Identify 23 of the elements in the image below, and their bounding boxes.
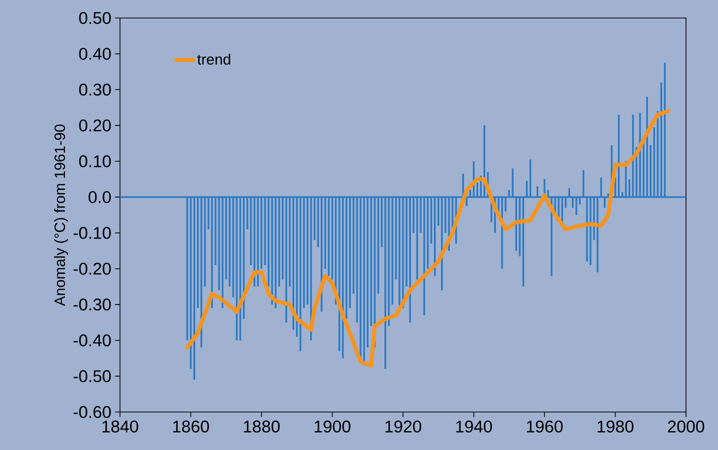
y-tick-label: 0.40 — [79, 48, 111, 60]
x-tick-label: 1860 — [173, 420, 209, 433]
x-tick-label: 2000 — [668, 420, 704, 433]
x-tick-label: 1840 — [102, 420, 138, 433]
y-tick-label: 0.50 — [79, 12, 111, 24]
y-tick-label: -0.50 — [74, 370, 111, 382]
x-tick-label: 1920 — [385, 420, 422, 433]
y-tick-label: -0.20 — [74, 262, 111, 275]
y-axis-title: Anomaly (°C) from 1961-90 — [54, 124, 68, 306]
legend-label: trend — [197, 54, 230, 65]
x-tick-label: 1900 — [314, 420, 350, 433]
x-tick-label: 1940 — [456, 420, 492, 433]
x-tick-label: 1980 — [598, 420, 634, 433]
x-tick-label: 1960 — [526, 420, 563, 433]
y-tick-label: 0.0 — [88, 191, 111, 204]
y-tick-label: -0.40 — [74, 334, 111, 346]
x-tick-label: 1880 — [244, 420, 280, 433]
y-tick-label: -0.30 — [74, 298, 111, 311]
y-tick-label: 0.20 — [79, 119, 111, 132]
y-tick-label: 0.30 — [79, 84, 111, 96]
y-tick-label: -0.60 — [74, 406, 111, 418]
y-tick-label: -0.10 — [74, 226, 111, 239]
y-tick-label: 0.10 — [79, 155, 111, 168]
